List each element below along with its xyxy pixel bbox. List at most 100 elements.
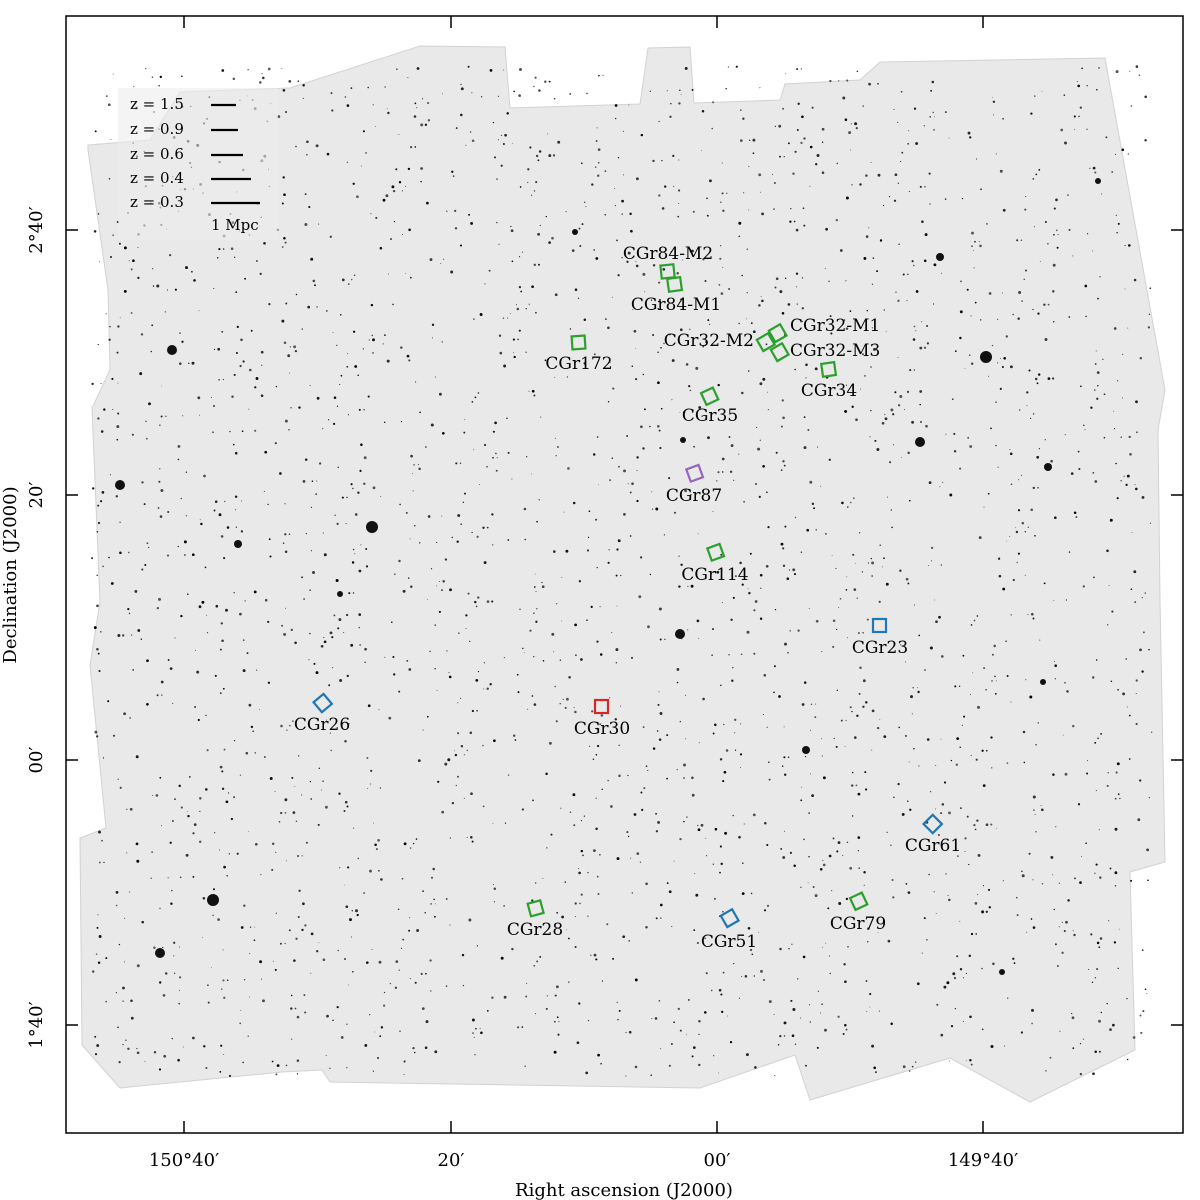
bright-star — [999, 969, 1005, 975]
star — [460, 87, 464, 91]
star — [944, 198, 947, 200]
star — [817, 446, 819, 448]
star — [829, 972, 831, 975]
star — [247, 1035, 249, 1037]
star — [403, 1060, 406, 1063]
star — [466, 836, 468, 838]
star — [441, 341, 443, 343]
star — [800, 68, 802, 70]
star — [338, 792, 341, 795]
star — [254, 386, 257, 389]
star — [566, 376, 569, 378]
star — [280, 811, 283, 815]
star — [920, 421, 922, 423]
star — [414, 981, 417, 984]
star — [980, 188, 982, 191]
star — [832, 837, 835, 840]
star — [261, 73, 263, 75]
star — [94, 1035, 97, 1038]
star — [931, 80, 935, 84]
star — [291, 776, 294, 779]
star — [536, 960, 539, 963]
star — [533, 85, 535, 88]
star — [1107, 772, 1109, 774]
star — [160, 680, 164, 684]
star — [700, 823, 704, 827]
star — [162, 946, 164, 949]
star — [126, 852, 128, 854]
star — [759, 382, 763, 386]
star — [352, 971, 354, 973]
star — [1082, 585, 1085, 588]
star — [298, 755, 300, 757]
star — [473, 318, 475, 320]
star — [974, 828, 977, 831]
star — [749, 552, 752, 555]
star — [879, 544, 881, 546]
group-label: CGr34 — [801, 381, 857, 401]
star — [942, 481, 944, 483]
star — [398, 181, 402, 184]
star — [283, 341, 287, 344]
star — [1134, 484, 1136, 486]
group-label: CGr32-M1 — [790, 316, 880, 336]
star — [363, 456, 367, 460]
star — [988, 292, 992, 295]
star — [240, 1009, 242, 1011]
star — [779, 155, 781, 158]
star — [123, 712, 126, 716]
star — [787, 756, 790, 758]
star — [290, 407, 292, 409]
star — [995, 401, 997, 403]
star — [327, 419, 330, 421]
star — [878, 600, 881, 603]
star — [434, 1050, 438, 1054]
star — [445, 898, 448, 900]
star — [804, 755, 807, 758]
star — [669, 115, 672, 118]
star — [337, 949, 339, 952]
star — [783, 1021, 787, 1025]
star — [496, 221, 498, 224]
star — [1110, 680, 1113, 683]
star — [783, 726, 785, 728]
star — [897, 121, 899, 124]
star — [1031, 1022, 1033, 1025]
star — [1047, 242, 1049, 245]
star — [118, 242, 121, 245]
star — [502, 142, 505, 146]
star — [372, 338, 375, 342]
star — [484, 444, 486, 446]
star — [336, 1005, 339, 1009]
star — [1065, 920, 1068, 924]
star — [494, 421, 497, 425]
star — [434, 915, 436, 918]
star — [163, 1054, 167, 1058]
star — [596, 875, 599, 878]
star — [212, 888, 216, 891]
star — [607, 561, 610, 564]
star — [710, 989, 713, 992]
star — [1099, 876, 1102, 879]
star — [740, 767, 741, 768]
star — [664, 185, 667, 188]
star — [569, 811, 572, 813]
star — [583, 201, 586, 204]
star — [204, 566, 207, 569]
star — [1034, 377, 1038, 381]
star — [1029, 417, 1032, 420]
star — [510, 313, 512, 315]
star — [200, 522, 203, 526]
star — [345, 523, 347, 525]
star — [179, 946, 181, 948]
star — [578, 580, 582, 583]
star — [394, 986, 398, 989]
star — [322, 958, 326, 962]
star — [559, 703, 561, 705]
star — [136, 859, 140, 863]
star — [405, 511, 408, 514]
star — [233, 373, 236, 376]
star — [822, 776, 826, 780]
star — [808, 856, 810, 858]
star — [1092, 676, 1095, 679]
